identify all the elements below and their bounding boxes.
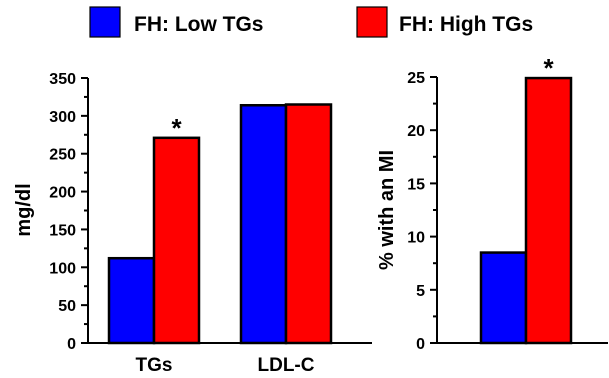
lipids-y-tick-label: 50 bbox=[58, 298, 76, 315]
mi-significance-marker: * bbox=[543, 53, 554, 83]
legend: FH: Low TGs FH: High TGs bbox=[89, 6, 533, 38]
lipids-bar-high-tgs bbox=[284, 103, 333, 345]
mi-y-tick-label: 25 bbox=[407, 70, 425, 87]
mi-bar-high-tgs bbox=[524, 76, 573, 345]
lipids-y-tick-label: 200 bbox=[49, 185, 76, 202]
lipids-bar-low-tgs bbox=[239, 104, 288, 345]
mi-y-tick-label: 0 bbox=[416, 336, 425, 353]
lipids-category-label: LDL-C bbox=[258, 355, 315, 376]
mi-y-tick-label: 5 bbox=[416, 283, 425, 300]
mi-y-axis-title: % with an MI bbox=[376, 150, 398, 270]
lipids-significance-marker: * bbox=[171, 113, 182, 143]
mi-y-tick-label: 15 bbox=[407, 176, 425, 193]
lipids-y-tick-label: 0 bbox=[67, 336, 76, 353]
lipids-y-axis-title: mg/dl bbox=[13, 183, 35, 236]
legend-swatch-high-tgs bbox=[356, 6, 388, 38]
mi-y-tick-label: 10 bbox=[407, 230, 425, 247]
lipids-y-tick-label: 300 bbox=[49, 109, 76, 126]
chart-panel-lipids: 0 50 100 150 200 250 300 350 mg/dl TGs LDL-C * bbox=[13, 71, 372, 376]
lipids-category-label: TGs bbox=[136, 355, 173, 376]
mi-bar-low-tgs bbox=[479, 251, 528, 345]
lipids-y-tick-label: 100 bbox=[49, 260, 76, 277]
lipids-y-tick-label: 350 bbox=[49, 71, 76, 88]
lipids-bar-high-tgs bbox=[152, 136, 201, 345]
mi-y-tick-label: 20 bbox=[407, 123, 425, 140]
legend-label-high-tgs: FH: High TGs bbox=[399, 13, 533, 36]
lipids-bar-low-tgs bbox=[107, 256, 156, 345]
legend-label-low-tgs: FH: Low TGs bbox=[134, 13, 264, 36]
lipids-y-tick-label: 250 bbox=[49, 147, 76, 164]
legend-swatch-low-tgs bbox=[89, 6, 121, 38]
lipids-y-tick-label: 150 bbox=[49, 222, 76, 239]
chart-panel-mi: 0 5 10 15 20 25 % with an MI * bbox=[376, 53, 608, 353]
